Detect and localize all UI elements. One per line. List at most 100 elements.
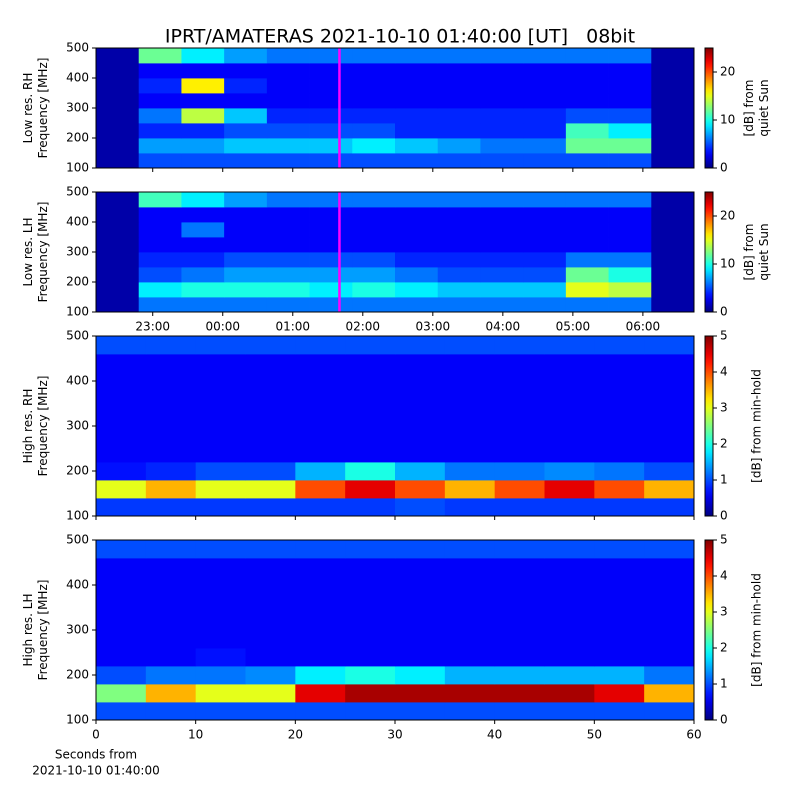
heatmap-cell — [608, 123, 652, 139]
colorbar-tick-label: 10 — [720, 257, 735, 271]
heatmap-cell — [245, 408, 296, 427]
heatmap-cell — [145, 648, 197, 667]
heatmap-cell — [295, 372, 346, 391]
heatmap-cell — [608, 267, 652, 283]
colorbar-tick-label: 20 — [720, 209, 735, 223]
heatmap-cell — [565, 297, 609, 313]
heatmap-cell — [544, 702, 595, 721]
heatmap-cell — [395, 408, 446, 427]
heatmap-cell — [395, 354, 446, 373]
heatmap-cell — [181, 267, 225, 283]
heatmap-cell — [266, 153, 310, 169]
heatmap-cell — [195, 444, 246, 463]
heatmap-cell — [245, 648, 296, 667]
heatmap-cell — [295, 390, 346, 409]
heatmap-cell — [96, 192, 140, 208]
heatmap-cell — [345, 408, 396, 427]
heatmap-cell — [444, 336, 496, 355]
heatmap-cell — [145, 480, 197, 499]
heatmap-cell — [437, 63, 481, 79]
heatmap-cell — [437, 123, 481, 139]
heatmap-cell — [145, 558, 197, 577]
heatmap-cell — [309, 297, 353, 313]
heatmap-cell — [565, 108, 609, 124]
colorbar — [704, 539, 714, 721]
heatmap-cell — [138, 222, 182, 238]
heatmap-cell — [644, 336, 695, 355]
heatmap-cell — [395, 426, 446, 445]
heatmap-cell — [345, 648, 396, 667]
heatmap-cell — [138, 252, 182, 268]
heatmap-cell — [245, 630, 296, 649]
heatmap-cell — [345, 684, 396, 703]
heatmap-cell — [651, 123, 695, 139]
heatmap-cell — [181, 93, 225, 109]
heatmap-cell — [138, 267, 182, 283]
heatmap-cell — [138, 108, 182, 124]
heatmap-cell — [651, 192, 695, 208]
heatmap-cell — [395, 558, 446, 577]
colorbar-tick-label: 4 — [720, 569, 728, 583]
heatmap-cell — [644, 558, 695, 577]
x-tick-label: 30 — [387, 728, 402, 742]
y-tick-label: 200 — [66, 275, 89, 289]
heatmap-cell — [138, 78, 182, 94]
heatmap-cell — [544, 462, 595, 481]
heatmap-cell — [544, 594, 595, 613]
heatmap-cell — [195, 354, 246, 373]
heatmap-cell — [544, 576, 595, 595]
heatmap-cell — [544, 630, 595, 649]
heatmap-cell — [565, 252, 609, 268]
heatmap-cell — [480, 267, 524, 283]
heatmap-cell — [494, 576, 545, 595]
heatmap-cell — [96, 252, 140, 268]
heatmap-cell — [245, 480, 296, 499]
heatmap-cell — [480, 222, 524, 238]
heatmap-cell — [444, 540, 496, 559]
heatmap-cell — [565, 192, 609, 208]
heatmap-cell — [295, 594, 346, 613]
heatmap-cell — [594, 462, 645, 481]
heatmap-cell — [651, 267, 695, 283]
heatmap-cell — [181, 78, 225, 94]
heatmap-cell — [345, 444, 396, 463]
heatmap-cell — [309, 267, 353, 283]
heatmap-cell — [352, 207, 396, 223]
heatmap-cell — [295, 480, 346, 499]
heatmap-cell — [245, 666, 296, 685]
heatmap-cell — [295, 684, 346, 703]
y-tick-label: 400 — [66, 374, 89, 388]
heatmap-cell — [224, 48, 268, 64]
heatmap-cell — [352, 192, 396, 208]
heatmap-cell — [480, 297, 524, 313]
heatmap-cell — [145, 390, 197, 409]
heatmap-cell — [437, 297, 481, 313]
heatmap-cell — [608, 222, 652, 238]
heatmap-cell — [608, 108, 652, 124]
heatmap-cell — [145, 666, 197, 685]
heatmap-cell — [395, 252, 439, 268]
heatmap-cell — [437, 282, 481, 298]
heatmap-cell — [266, 252, 310, 268]
heatmap-cell — [224, 192, 268, 208]
heatmap-cell — [437, 252, 481, 268]
heatmap-cell — [138, 297, 182, 313]
heatmap-cell — [480, 252, 524, 268]
heatmap-cell — [96, 648, 147, 667]
heatmap-cell — [138, 192, 182, 208]
heatmap-cell — [145, 702, 197, 721]
heatmap-cell — [494, 630, 545, 649]
heatmap-cell — [644, 630, 695, 649]
heatmap-cell — [224, 138, 268, 154]
y-tick-label: 100 — [66, 509, 89, 523]
heatmap-cell — [594, 594, 645, 613]
heatmap-cell — [395, 192, 439, 208]
colorbar-label: [dB] from min-hold — [750, 573, 764, 687]
heatmap-cell — [266, 138, 310, 154]
y-tick-label: 500 — [66, 185, 89, 199]
heatmap-cell — [309, 222, 353, 238]
heatmap-cell — [644, 480, 695, 499]
y-tick-label: 200 — [66, 131, 89, 145]
heatmap-cell — [437, 48, 481, 64]
y-axis-label: High res. RH — [21, 389, 35, 464]
